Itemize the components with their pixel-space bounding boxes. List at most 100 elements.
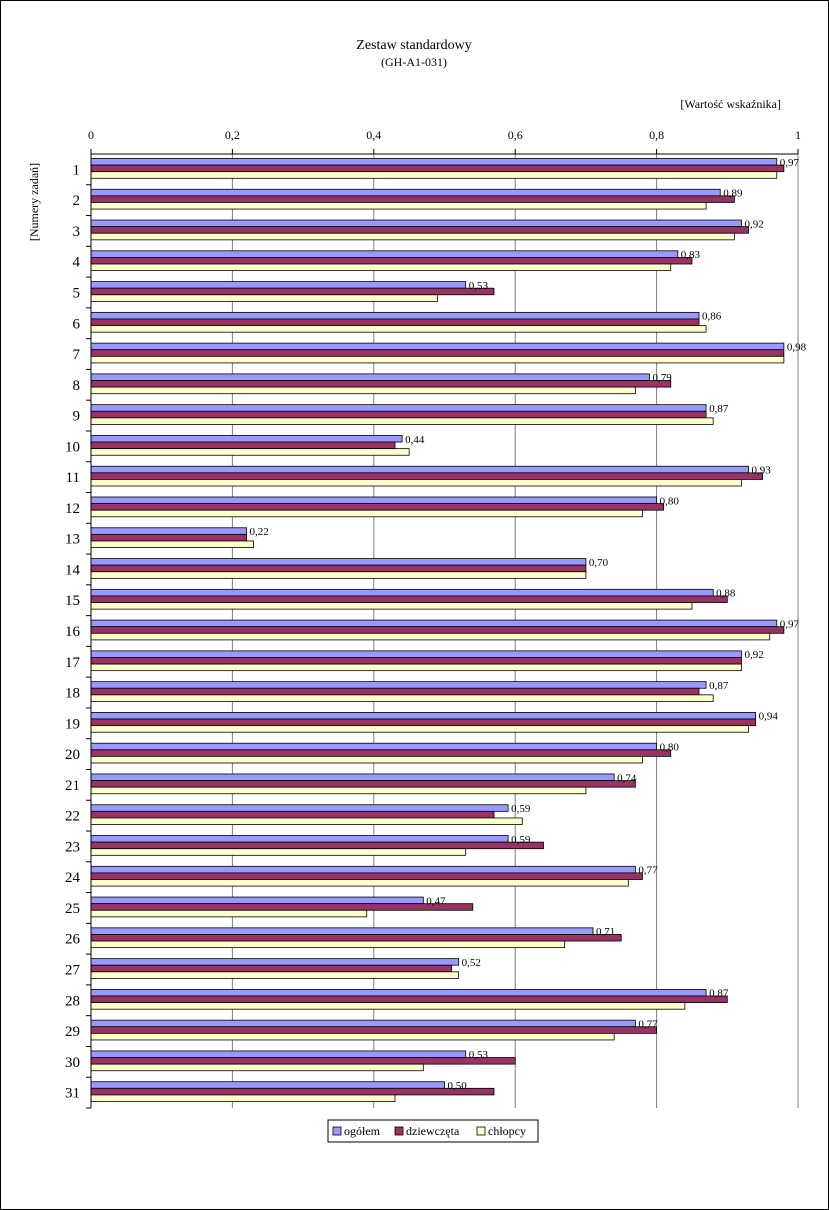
bar-dziewczeta bbox=[90, 595, 728, 603]
bar-dziewczeta bbox=[90, 287, 495, 296]
bar-ogolem bbox=[90, 1050, 467, 1058]
bar-ogolem bbox=[90, 188, 721, 197]
bar-dziewczeta bbox=[90, 349, 785, 357]
category-label: 11 bbox=[66, 470, 80, 486]
legend: ogółem dziewczęta chłopcy bbox=[327, 1119, 539, 1143]
data-label: 0,87 bbox=[709, 680, 729, 692]
bar-chlopcy bbox=[90, 786, 587, 795]
bar-dziewczeta bbox=[90, 503, 665, 511]
category-label: 6 bbox=[73, 316, 81, 332]
data-label: 0,80 bbox=[660, 742, 680, 754]
bar-chlopcy bbox=[90, 386, 636, 395]
category-label: 24 bbox=[65, 870, 81, 886]
bar-dziewczeta bbox=[90, 718, 756, 727]
bar-ogolem bbox=[90, 465, 749, 474]
x-tick-label: 0 bbox=[88, 128, 94, 142]
bar-ogolem bbox=[90, 650, 742, 658]
data-label: 0,71 bbox=[596, 926, 615, 938]
bar-ogolem bbox=[90, 219, 742, 228]
bar-dziewczeta bbox=[90, 1026, 657, 1034]
category-label: 21 bbox=[65, 778, 80, 794]
legend-label: ogółem bbox=[344, 1124, 381, 1138]
bar-dziewczeta bbox=[90, 1087, 495, 1096]
chart-title: Zestaw standardowy bbox=[356, 38, 471, 53]
category-label: 19 bbox=[65, 716, 80, 732]
data-label: 0,50 bbox=[448, 1080, 468, 1092]
bar-ogolem bbox=[90, 588, 714, 597]
category-label: 30 bbox=[65, 1055, 80, 1071]
bar-dziewczeta bbox=[90, 318, 700, 326]
data-label: 0,77 bbox=[638, 1018, 658, 1030]
category-label: 22 bbox=[65, 809, 80, 825]
bar-chlopcy bbox=[90, 1063, 424, 1072]
plot-area: 0 0,2 0,4 0,6 0,8 11 0,972 0,893 0,924 0,835 0,536… bbox=[65, 128, 807, 1109]
bar-dziewczeta bbox=[90, 1057, 516, 1065]
bar-dziewczeta bbox=[90, 749, 672, 757]
data-label: 0,52 bbox=[462, 957, 481, 969]
chart-subtitle: (GH-A1-031) bbox=[381, 55, 447, 69]
bar-ogolem bbox=[90, 988, 707, 997]
category-label: 14 bbox=[65, 562, 81, 578]
data-label: 0,22 bbox=[250, 526, 269, 538]
bar-chlopcy bbox=[90, 479, 742, 487]
bar-ogolem bbox=[90, 742, 657, 751]
bar-chlopcy bbox=[90, 202, 707, 210]
x-tick-label: 1 bbox=[795, 128, 801, 142]
bar-ogolem bbox=[90, 958, 460, 966]
bar-ogolem bbox=[90, 927, 594, 935]
bar-chlopcy bbox=[90, 817, 523, 825]
data-label: 0,88 bbox=[716, 588, 736, 600]
bar-chlopcy bbox=[90, 632, 771, 641]
category-label: 8 bbox=[73, 378, 81, 394]
data-label: 0,47 bbox=[426, 895, 446, 907]
bar-dziewczeta bbox=[90, 657, 742, 665]
data-label: 0,86 bbox=[702, 311, 722, 323]
category-label: 10 bbox=[65, 439, 80, 455]
bar-chlopcy bbox=[90, 694, 714, 702]
data-label: 0,97 bbox=[780, 618, 800, 630]
category-label: 23 bbox=[65, 839, 80, 855]
data-label: 0,97 bbox=[780, 157, 800, 169]
category-label: 25 bbox=[65, 901, 80, 917]
bar-dziewczeta bbox=[90, 995, 728, 1003]
bar-chlopcy bbox=[90, 663, 742, 672]
bar-ogolem bbox=[90, 281, 467, 289]
bar-dziewczeta bbox=[90, 410, 707, 419]
data-label: 0,53 bbox=[469, 280, 489, 292]
data-label: 0,53 bbox=[469, 1049, 489, 1061]
category-label: 1 bbox=[73, 162, 81, 178]
bar-dziewczeta bbox=[90, 687, 700, 696]
bar-chlopcy bbox=[90, 756, 643, 764]
data-label: 0,83 bbox=[681, 249, 701, 261]
data-label: 0,44 bbox=[405, 434, 425, 446]
bar-ogolem bbox=[90, 681, 707, 689]
bar-dziewczeta bbox=[90, 533, 247, 542]
bar-ogolem bbox=[90, 712, 756, 720]
x-tick-label: 0,4 bbox=[366, 128, 381, 142]
bar-chlopcy bbox=[90, 940, 566, 949]
bar-chlopcy bbox=[90, 417, 714, 425]
bar-ogolem bbox=[90, 250, 679, 258]
legend-swatch bbox=[332, 1126, 342, 1136]
category-label: 17 bbox=[65, 655, 81, 671]
legend-swatch bbox=[476, 1126, 486, 1136]
bar-chlopcy bbox=[90, 540, 255, 548]
data-label: 0,93 bbox=[752, 465, 772, 477]
bar-ogolem bbox=[90, 311, 700, 320]
bar-dziewczeta bbox=[90, 780, 636, 788]
x-tick-label: 0,6 bbox=[508, 128, 523, 142]
bar-ogolem bbox=[90, 804, 509, 812]
bar-chlopcy bbox=[90, 1094, 396, 1102]
bar-ogolem bbox=[90, 496, 657, 504]
category-label: 13 bbox=[65, 532, 80, 548]
bar-dziewczeta bbox=[90, 164, 785, 173]
data-label: 0,92 bbox=[744, 649, 763, 661]
data-label: 0,87 bbox=[709, 988, 729, 1000]
category-label: 29 bbox=[65, 1024, 80, 1040]
bar-ogolem bbox=[90, 558, 587, 566]
category-label: 9 bbox=[73, 409, 81, 425]
data-label: 0,89 bbox=[723, 188, 743, 200]
data-label: 0,70 bbox=[589, 557, 609, 569]
bar-chlopcy bbox=[90, 232, 735, 241]
bar-dziewczeta bbox=[90, 841, 544, 850]
